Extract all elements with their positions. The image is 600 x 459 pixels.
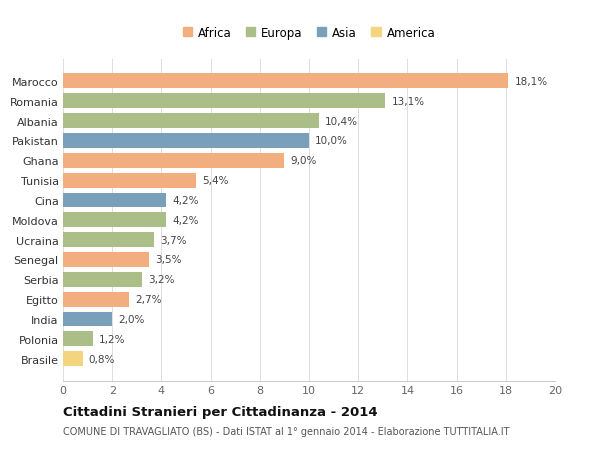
Text: 18,1%: 18,1%: [514, 77, 548, 87]
Text: 10,0%: 10,0%: [315, 136, 348, 146]
Text: 10,4%: 10,4%: [325, 116, 358, 126]
Bar: [63, 272, 142, 287]
Text: 1,2%: 1,2%: [98, 334, 125, 344]
Bar: [63, 114, 319, 129]
Legend: Africa, Europa, Asia, America: Africa, Europa, Asia, America: [182, 27, 436, 40]
Text: 9,0%: 9,0%: [290, 156, 317, 166]
Text: COMUNE DI TRAVAGLIATO (BS) - Dati ISTAT al 1° gennaio 2014 - Elaborazione TUTTIT: COMUNE DI TRAVAGLIATO (BS) - Dati ISTAT …: [63, 426, 509, 436]
Bar: [63, 74, 508, 89]
Text: 4,2%: 4,2%: [172, 196, 199, 206]
Bar: [63, 233, 154, 247]
Bar: [63, 94, 385, 109]
Bar: [63, 352, 83, 366]
Bar: [63, 332, 92, 347]
Bar: [63, 292, 130, 307]
Text: 3,2%: 3,2%: [148, 275, 175, 285]
Bar: [63, 153, 284, 168]
Text: 13,1%: 13,1%: [391, 96, 425, 106]
Bar: [63, 312, 112, 327]
Text: Cittadini Stranieri per Cittadinanza - 2014: Cittadini Stranieri per Cittadinanza - 2…: [63, 405, 377, 419]
Text: 4,2%: 4,2%: [172, 215, 199, 225]
Text: 2,0%: 2,0%: [118, 314, 145, 325]
Text: 5,4%: 5,4%: [202, 176, 229, 186]
Bar: [63, 134, 309, 149]
Bar: [63, 174, 196, 188]
Text: 2,7%: 2,7%: [136, 295, 162, 304]
Text: 3,7%: 3,7%: [160, 235, 187, 245]
Bar: [63, 252, 149, 267]
Bar: [63, 213, 166, 228]
Bar: [63, 193, 166, 208]
Text: 0,8%: 0,8%: [89, 354, 115, 364]
Text: 3,5%: 3,5%: [155, 255, 182, 265]
